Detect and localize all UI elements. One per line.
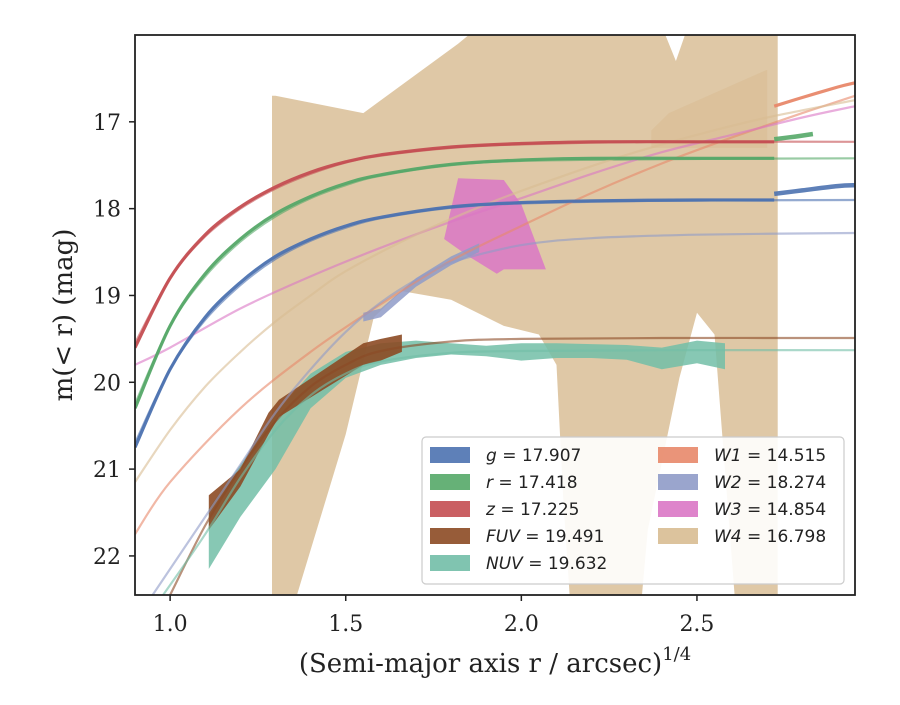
legend-label-w3: W3 = 14.854 <box>714 500 826 520</box>
legend-swatch-r <box>430 474 470 490</box>
band-nuv-4 <box>208 340 726 569</box>
y-axis-label: m(< r) (mag) <box>49 229 79 402</box>
legend-band-name: r <box>486 473 494 493</box>
legend-swatch-w3 <box>658 501 698 517</box>
legend-label-w2: W2 = 18.274 <box>714 473 826 493</box>
legend-band-name: W4 <box>714 527 742 547</box>
legend-swatch-w1 <box>658 447 698 463</box>
legend-band-value: = 17.418 <box>493 473 578 493</box>
model-curve-w3 <box>135 105 855 366</box>
legend-swatch-z <box>430 501 470 517</box>
legend-band-value: = 18.274 <box>742 473 827 493</box>
x-tick-label: 2.5 <box>679 612 714 637</box>
legend-box <box>421 436 845 585</box>
legend-band-name: FUV <box>486 527 521 547</box>
x-axis-label-exponent: 1/4 <box>662 644 691 665</box>
data-curve-z <box>135 140 775 349</box>
x-axis-label: (Semi-major axis r / arcsec)1/4 <box>299 644 691 679</box>
y-tick-label: 20 <box>93 371 121 396</box>
legend-label-z: z = 17.225 <box>485 500 579 520</box>
data-extension-g <box>773 182 855 197</box>
legend-band-name: W3 <box>714 500 742 520</box>
model-curve-w1 <box>135 94 855 535</box>
legend-band-value: = 16.798 <box>742 527 827 547</box>
x-tick-label: 1.0 <box>153 612 188 637</box>
band-w4-1 <box>651 69 768 148</box>
data-curve-w1 <box>773 81 855 108</box>
y-tick-label: 18 <box>93 198 121 223</box>
model-curve-w2 <box>151 231 855 595</box>
legend-band-name: NUV <box>486 554 524 574</box>
legend-swatch-fuv <box>430 528 470 544</box>
legend-label-g: g = 17.907 <box>486 446 581 466</box>
model-curve-fuv <box>169 336 855 595</box>
x-tick-label: 2.0 <box>504 612 539 637</box>
legend-band-value: = 19.491 <box>520 527 605 547</box>
y-tick-label: 19 <box>93 284 121 309</box>
axis-ticks: 1.0 1.5 2.0 2.5 17 18 19 20 21 22 <box>93 111 714 637</box>
legend-label-fuv: FUV = 19.491 <box>486 527 604 547</box>
data-curve-g <box>135 198 775 449</box>
legend-band-name: g <box>486 446 497 466</box>
legend-band-value: = 14.854 <box>742 500 827 520</box>
y-tick-label: 17 <box>93 111 121 136</box>
legend-band-name: z <box>485 500 496 520</box>
band-fuv-5 <box>208 334 402 530</box>
legend-swatch-w2 <box>658 474 698 490</box>
legend-swatch-nuv <box>430 555 470 571</box>
data-curve-r <box>135 156 775 409</box>
legend-band-value: = 19.632 <box>523 554 608 574</box>
x-tick-label: 1.5 <box>328 612 363 637</box>
legend-swatch-g <box>430 447 470 463</box>
legend-band-value: = 17.225 <box>495 500 580 520</box>
legend-swatch-w4 <box>658 528 698 544</box>
legend-band-name: W2 <box>714 473 742 493</box>
legend-band-name: W1 <box>714 446 742 466</box>
legend-label-nuv: NUV = 19.632 <box>486 554 607 574</box>
data-curves <box>135 81 855 449</box>
legend-band-value: = 17.907 <box>497 446 582 466</box>
legend-band-value: = 14.515 <box>742 446 827 466</box>
legend-label-r: r = 17.418 <box>486 473 578 493</box>
y-tick-label: 21 <box>93 458 121 483</box>
plot-frame <box>134 34 856 596</box>
model-curve-nuv <box>162 349 855 595</box>
y-tick-label: 22 <box>93 545 121 570</box>
model-curve-w4 <box>135 99 855 483</box>
legend-label-w4: W4 = 16.798 <box>714 527 826 547</box>
legend-label-w1: W1 = 14.515 <box>714 446 826 466</box>
x-axis-label-text: (Semi-major axis r / arcsec) <box>299 649 662 679</box>
data-extension-r <box>773 131 814 142</box>
